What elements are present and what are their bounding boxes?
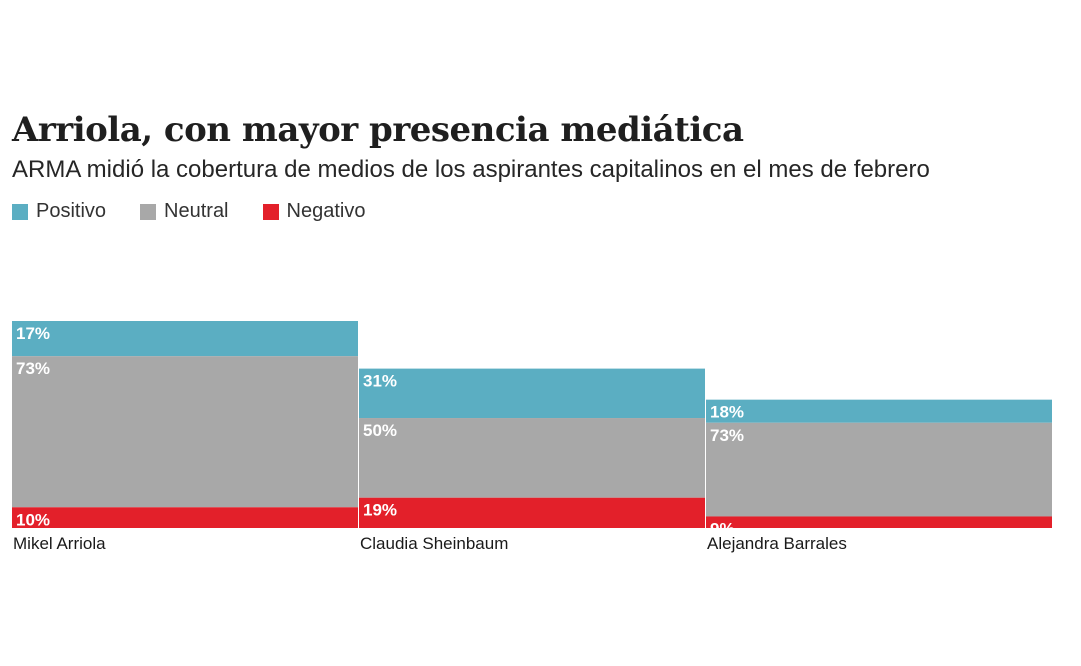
bar-negativo-claudia-sheinbaum: [359, 497, 705, 528]
category-label-claudia-sheinbaum: Claudia Sheinbaum: [360, 534, 508, 553]
value-label-positivo-alejandra-barrales: 18%: [710, 403, 744, 422]
legend-item-negativo: Negativo: [262, 200, 366, 223]
bar-positivo-mikel-arriola: [12, 321, 358, 357]
bar-negativo-alejandra-barrales: [706, 516, 1052, 528]
value-label-neutral-mikel-arriola: 73%: [16, 359, 50, 378]
category-label-alejandra-barrales: Alejandra Barrales: [707, 534, 847, 553]
bar-negativo-mikel-arriola: [12, 507, 358, 528]
chart-subtitle: ARMA midió la cobertura de medios de los…: [12, 156, 930, 183]
legend-swatch-negativo: [262, 203, 279, 220]
legend-label-negativo: Negativo: [286, 200, 366, 222]
legend-label-positivo: Positivo: [36, 200, 107, 222]
bar-neutral-mikel-arriola: [12, 356, 358, 508]
legend-swatch-positivo: [12, 203, 28, 220]
bar-positivo-claudia-sheinbaum: [359, 368, 705, 419]
value-label-neutral-alejandra-barrales: 73%: [710, 426, 744, 445]
bar-neutral-alejandra-barrales: [706, 422, 1052, 517]
value-label-negativo-alejandra-barrales: 9%: [710, 519, 735, 538]
value-label-positivo-mikel-arriola: 17%: [16, 324, 50, 343]
chart-title: Arriola, con mayor presencia mediática: [12, 110, 744, 150]
legend: Positivo Neutral Negativo: [12, 200, 365, 223]
legend-swatch-neutral: [140, 203, 157, 220]
value-label-neutral-claudia-sheinbaum: 50%: [363, 421, 397, 440]
legend-label-neutral: Neutral: [164, 200, 229, 222]
category-label-mikel-arriola: Mikel Arriola: [13, 534, 106, 553]
value-label-positivo-claudia-sheinbaum: 31%: [363, 372, 397, 391]
legend-item-positivo: Positivo: [12, 200, 106, 223]
bar-neutral-claudia-sheinbaum: [359, 418, 705, 498]
bar-positivo-alejandra-barrales: [706, 399, 1052, 423]
value-label-negativo-mikel-arriola: 10%: [16, 510, 50, 529]
legend-item-neutral: Neutral: [140, 200, 229, 223]
value-label-negativo-claudia-sheinbaum: 19%: [363, 501, 397, 520]
